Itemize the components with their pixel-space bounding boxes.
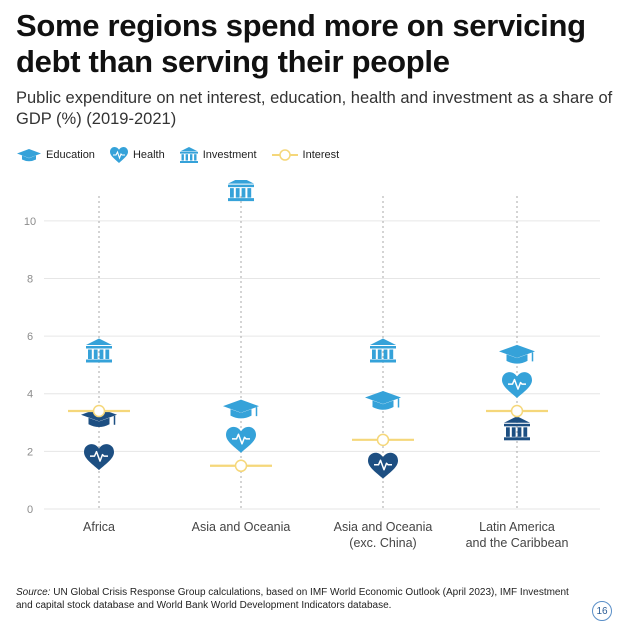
source-text: UN Global Crisis Response Group calculat… (16, 587, 569, 611)
x-category-label: Africa (83, 520, 115, 534)
legend-label-interest: Interest (302, 149, 340, 161)
y-tick-label: 8 (27, 273, 33, 285)
x-category-label: Latin America and the Caribbean (466, 520, 569, 550)
investment-marker (370, 338, 396, 363)
page-number: 16 (592, 601, 612, 621)
legend: Education Health Investment Interest (16, 144, 353, 166)
health-marker (84, 444, 114, 471)
chart-title: Some regions spend more on servicing deb… (16, 8, 586, 79)
investment-marker (504, 416, 530, 441)
education-marker (223, 399, 259, 419)
y-tick-label: 0 (27, 504, 33, 516)
x-category-label: Asia and Oceania (exc. China) (334, 520, 433, 550)
investment-marker (228, 180, 254, 202)
interest-marker (68, 404, 130, 418)
legend-item-education: Education (16, 147, 95, 163)
education-icon (17, 149, 41, 162)
health-marker (368, 452, 398, 479)
legend-label-investment: Investment (202, 149, 257, 161)
health-marker (502, 372, 532, 399)
source-label: Source: (16, 587, 51, 598)
investment-marker (86, 338, 112, 363)
health-marker (226, 426, 256, 453)
y-tick-label: 2 (27, 446, 33, 458)
y-tick-label: 4 (27, 389, 33, 401)
education-marker (499, 344, 535, 364)
y-tick-label: 6 (27, 331, 33, 343)
x-category-label: Asia and Oceania (192, 520, 291, 534)
legend-label-health: Health (132, 149, 165, 161)
bank-building-icon (179, 147, 198, 163)
legend-item-health: Health (109, 146, 165, 164)
interest-marker (352, 433, 414, 447)
interest-marker (210, 459, 272, 473)
heart-icon (109, 147, 128, 163)
interest-marker (486, 404, 548, 418)
legend-item-investment: Investment (179, 146, 257, 164)
education-marker (365, 390, 401, 410)
source-note: Source: UN Global Crisis Response Group … (16, 586, 576, 612)
y-tick-label: 10 (24, 216, 36, 228)
chart-subtitle: Public expenditure on net interest, educ… (16, 89, 613, 128)
chart-plot-area: 0 2 4 6 8 10 Africa Asia and Oceania Asia and Oc… (24, 180, 600, 550)
legend-label-education: Education (46, 149, 95, 161)
legend-item-interest: Interest (271, 148, 340, 162)
interest-marker-icon (271, 149, 298, 161)
